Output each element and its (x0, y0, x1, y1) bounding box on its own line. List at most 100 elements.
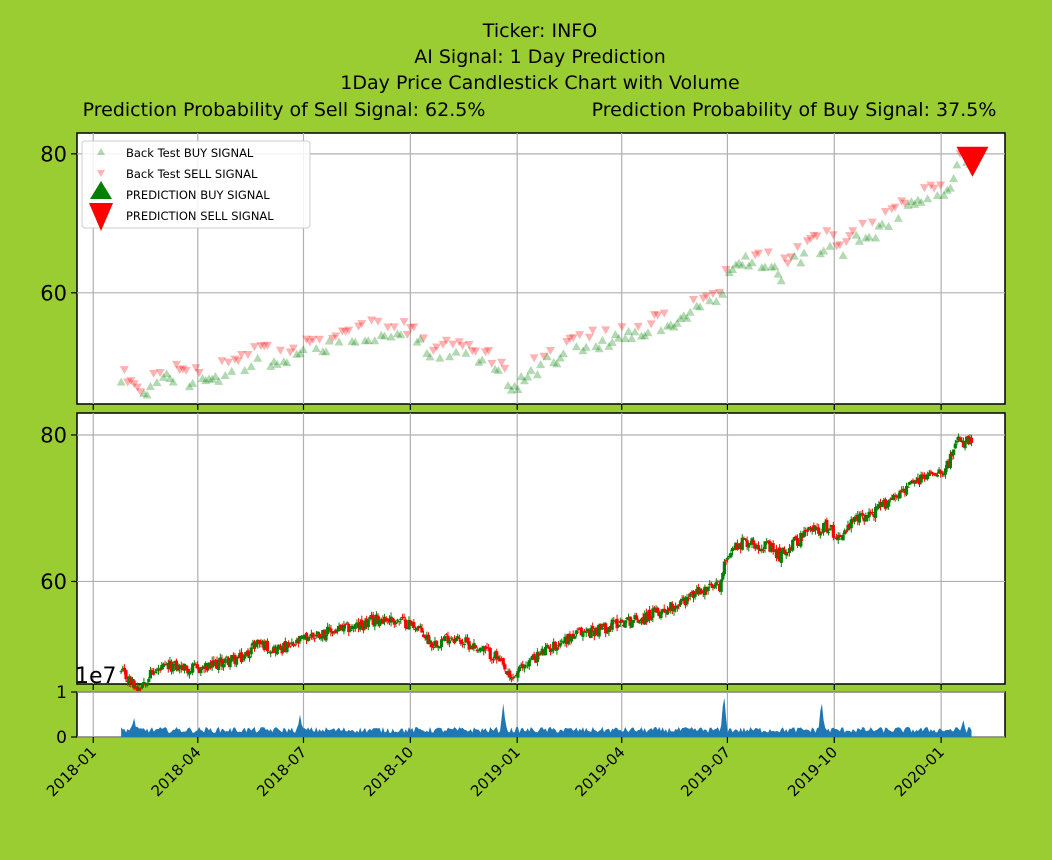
backtest-buy-marker (760, 262, 770, 271)
candle-body (605, 632, 609, 634)
backtest-buy-marker (162, 369, 172, 378)
candle-body (296, 638, 300, 644)
backtest-sell-marker (337, 327, 347, 336)
backtest-buy-marker (724, 267, 734, 276)
candle-body (374, 614, 379, 622)
signals-panel: 60 80 Back Test BUY SIGNAL Back Test SELL… (40, 132, 1006, 410)
candle-body (756, 545, 761, 550)
candle-body (864, 514, 868, 522)
candle-body (851, 518, 855, 520)
backtest-buy-marker (923, 194, 933, 203)
candle-body (254, 642, 258, 648)
candle-body (966, 435, 970, 444)
backtest-buy-marker (523, 372, 533, 381)
backtest-buy-marker (913, 195, 923, 204)
candle-body (750, 538, 754, 545)
candle-body (869, 512, 873, 514)
candle-body (485, 647, 489, 649)
candle-body (241, 658, 245, 661)
candle-body (163, 664, 167, 666)
candle-body (431, 646, 435, 648)
candle-body (306, 637, 310, 641)
candle-body (625, 617, 629, 619)
signals-x-ticks (92, 404, 942, 410)
candle-body (487, 647, 491, 649)
backtest-buy-marker (581, 342, 591, 351)
candle-body (261, 640, 265, 645)
candle-body (439, 639, 444, 647)
candle-body (587, 630, 592, 637)
candle-body (779, 551, 783, 563)
candle-body (815, 527, 819, 529)
candle-body (721, 572, 725, 580)
price-x-ticks (92, 684, 942, 690)
backtest-buy-marker (396, 330, 406, 339)
candle-body (630, 621, 634, 628)
candle-body (805, 529, 809, 532)
backtest-sell-marker (223, 358, 233, 367)
candle-body (511, 677, 515, 679)
candle-body (576, 628, 580, 630)
backtest-sell-marker (926, 181, 936, 190)
candle-body (535, 651, 539, 663)
candle-body (213, 661, 218, 666)
candle-body (534, 657, 538, 663)
candle-body (700, 590, 704, 594)
candle-body (643, 613, 647, 625)
backtest-buy-marker (503, 381, 513, 390)
backtest-sell-marker (428, 346, 438, 355)
candle-body (405, 628, 409, 630)
legend-box (81, 140, 311, 229)
candle-body (280, 647, 284, 654)
candle-body (916, 477, 920, 482)
backtest-buy-marker (838, 250, 848, 259)
backtest-sell-marker (454, 338, 464, 347)
candle-body (264, 641, 268, 650)
candle-body (768, 541, 772, 552)
candle-body (300, 637, 304, 639)
candle-body (433, 640, 437, 647)
y-tick-label: 1 (56, 683, 67, 703)
candle-body (192, 663, 196, 665)
candle-body (443, 636, 447, 641)
candle-body (160, 665, 164, 670)
candle-body (711, 584, 715, 589)
backtest-buy-marker (197, 374, 207, 383)
candle-body (950, 451, 954, 457)
backtest-sell-marker (383, 323, 393, 332)
backtest-buy-marker (532, 370, 542, 379)
backtest-sell-marker (653, 311, 663, 320)
candle-body (935, 474, 940, 477)
backtest-sell-marker (126, 377, 136, 386)
candle-body (339, 624, 343, 628)
candle-body (620, 619, 624, 623)
candle-body (381, 619, 385, 624)
candle-body (794, 536, 798, 540)
candle-body (901, 488, 905, 491)
backtest-sell-marker (438, 340, 448, 349)
legend: Back Test BUY SIGNAL Back Test SELL SIGN… (81, 140, 311, 231)
backtest-sell-marker (754, 249, 764, 258)
backtest-buy-marker (298, 345, 308, 354)
backtest-buy-marker (776, 276, 786, 285)
candle-body (682, 597, 686, 601)
backtest-buy-marker (145, 382, 155, 391)
candle-body (623, 620, 627, 628)
candle-body (797, 544, 801, 547)
candle-body (360, 619, 364, 626)
candle-body (810, 527, 814, 532)
candle-body (413, 628, 418, 630)
candle-body (965, 436, 969, 443)
candle-body (639, 618, 644, 622)
backtest-sell-marker (568, 334, 578, 343)
backtest-sell-marker (302, 335, 312, 344)
candle-body (968, 437, 972, 445)
candle-body (313, 637, 317, 639)
backtest-buy-marker (393, 329, 403, 338)
candle-body (568, 634, 572, 641)
candle-body (311, 632, 315, 638)
backtest-sell-marker (649, 311, 659, 320)
candle-body (363, 620, 367, 629)
backtest-buy-marker (386, 332, 396, 341)
